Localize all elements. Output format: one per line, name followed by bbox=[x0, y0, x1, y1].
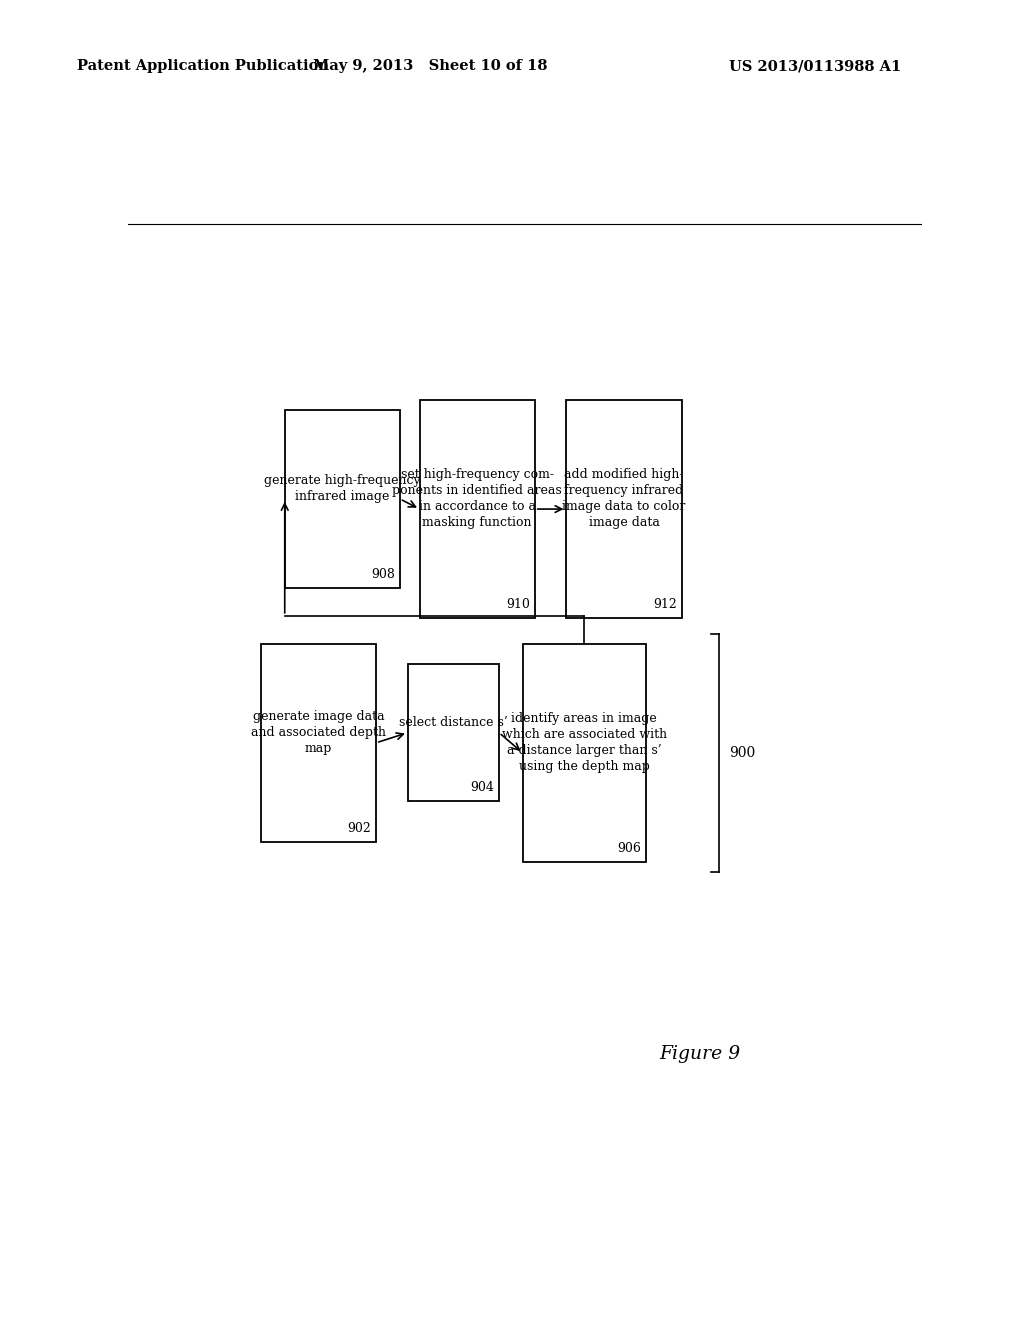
Text: 910: 910 bbox=[506, 598, 530, 611]
Text: Patent Application Publication: Patent Application Publication bbox=[77, 59, 329, 74]
Bar bbox=[285, 411, 399, 587]
Bar bbox=[420, 400, 535, 618]
Text: add modified high-
frequency infrared
image data to color
image data: add modified high- frequency infrared im… bbox=[562, 469, 686, 529]
Text: Figure 9: Figure 9 bbox=[658, 1045, 740, 1063]
Bar bbox=[261, 644, 376, 842]
Text: select distance s’: select distance s’ bbox=[399, 715, 508, 729]
Text: US 2013/0113988 A1: US 2013/0113988 A1 bbox=[729, 59, 901, 74]
Bar bbox=[523, 644, 646, 862]
Text: generate image data
and associated depth
map: generate image data and associated depth… bbox=[251, 710, 386, 755]
Text: generate high-frequency
infrared image: generate high-frequency infrared image bbox=[264, 474, 421, 503]
Text: May 9, 2013   Sheet 10 of 18: May 9, 2013 Sheet 10 of 18 bbox=[312, 59, 548, 74]
Text: set high-frequency com-
ponents in identified areas
in accordance to a
masking f: set high-frequency com- ponents in ident… bbox=[392, 469, 562, 529]
Bar bbox=[566, 400, 682, 618]
Bar bbox=[408, 664, 499, 801]
Text: 904: 904 bbox=[470, 781, 495, 795]
Text: 900: 900 bbox=[729, 746, 755, 760]
Text: 906: 906 bbox=[617, 842, 641, 855]
Text: 902: 902 bbox=[347, 822, 372, 834]
Text: 908: 908 bbox=[371, 568, 395, 581]
Text: 912: 912 bbox=[653, 598, 677, 611]
Text: identify areas in image
which are associated with
a distance larger than s’
usin: identify areas in image which are associ… bbox=[502, 713, 667, 774]
